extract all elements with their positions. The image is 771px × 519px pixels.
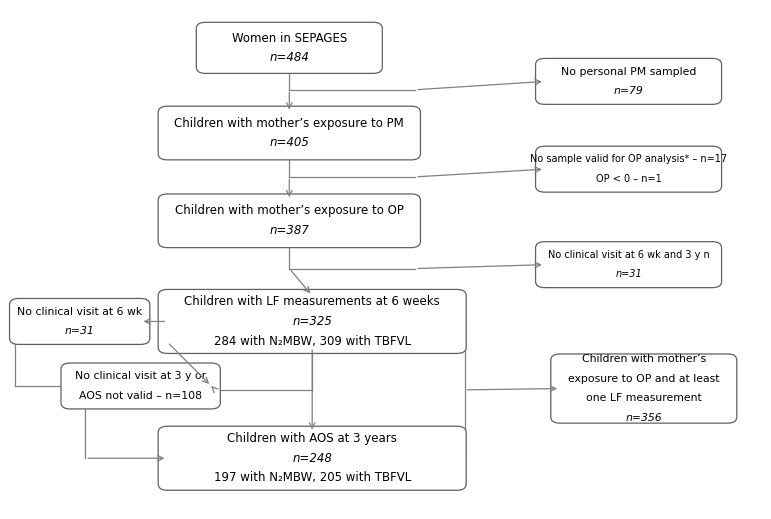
Text: n=31: n=31 — [615, 269, 642, 279]
FancyBboxPatch shape — [9, 298, 150, 345]
Text: 284 with N₂MBW, 309 with TBFVL: 284 with N₂MBW, 309 with TBFVL — [214, 335, 411, 348]
FancyBboxPatch shape — [536, 242, 722, 288]
Text: Children with LF measurements at 6 weeks: Children with LF measurements at 6 weeks — [184, 295, 440, 308]
Text: n=387: n=387 — [269, 224, 309, 237]
Text: n=31: n=31 — [65, 326, 95, 336]
Text: No clinical visit at 6 wk: No clinical visit at 6 wk — [17, 307, 143, 317]
Text: OP < 0 – n=1: OP < 0 – n=1 — [596, 174, 662, 184]
Text: No clinical visit at 3 y or: No clinical visit at 3 y or — [75, 371, 206, 381]
Text: exposure to OP and at least: exposure to OP and at least — [568, 374, 719, 384]
FancyBboxPatch shape — [158, 290, 466, 353]
Text: Children with mother’s exposure to OP: Children with mother’s exposure to OP — [175, 204, 404, 217]
Text: n=248: n=248 — [292, 452, 332, 465]
FancyBboxPatch shape — [158, 194, 420, 248]
Text: No clinical visit at 6 wk and 3 y n: No clinical visit at 6 wk and 3 y n — [547, 250, 709, 260]
FancyBboxPatch shape — [550, 354, 737, 423]
Text: AOS not valid – n=108: AOS not valid – n=108 — [79, 391, 202, 401]
Text: No sample valid for OP analysis* – n=17: No sample valid for OP analysis* – n=17 — [530, 154, 727, 165]
Text: Children with mother’s: Children with mother’s — [581, 354, 706, 364]
FancyBboxPatch shape — [158, 106, 420, 160]
Text: one LF measurement: one LF measurement — [586, 393, 702, 403]
Text: Children with AOS at 3 years: Children with AOS at 3 years — [227, 432, 397, 445]
Text: No personal PM sampled: No personal PM sampled — [561, 66, 696, 77]
FancyBboxPatch shape — [536, 59, 722, 104]
FancyBboxPatch shape — [197, 22, 382, 73]
FancyBboxPatch shape — [158, 426, 466, 490]
Text: n=79: n=79 — [614, 86, 644, 96]
Text: n=356: n=356 — [625, 413, 662, 423]
FancyBboxPatch shape — [536, 146, 722, 192]
Text: Children with mother’s exposure to PM: Children with mother’s exposure to PM — [174, 117, 404, 130]
Text: Women in SEPAGES: Women in SEPAGES — [232, 32, 347, 45]
FancyBboxPatch shape — [61, 363, 221, 409]
Text: n=484: n=484 — [269, 51, 309, 64]
Text: n=405: n=405 — [269, 136, 309, 149]
Text: n=325: n=325 — [292, 315, 332, 328]
Text: 197 with N₂MBW, 205 with TBFVL: 197 with N₂MBW, 205 with TBFVL — [214, 471, 411, 484]
